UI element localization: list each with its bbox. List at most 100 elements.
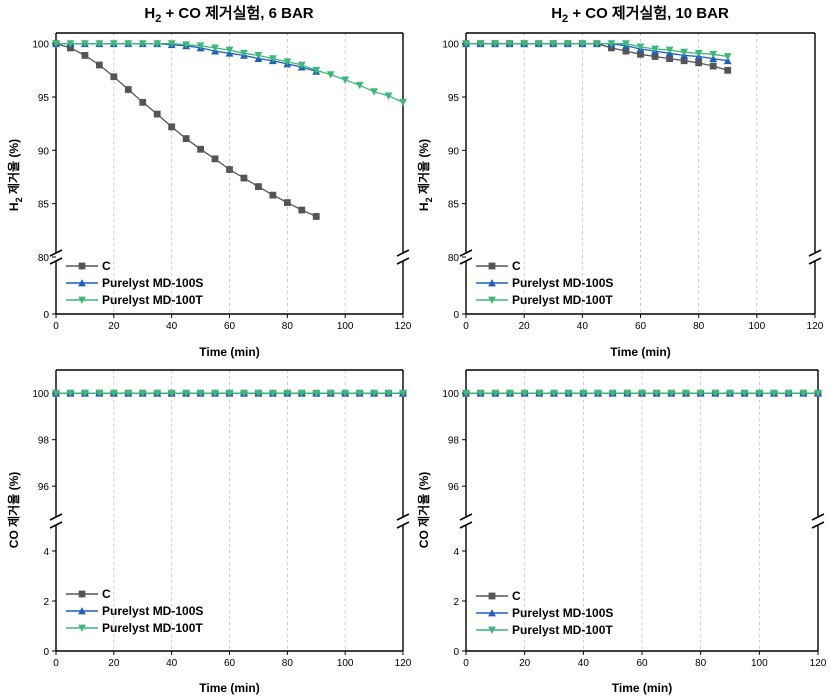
x-tick-label: 0 — [463, 658, 469, 669]
data-point — [666, 55, 673, 62]
data-point — [182, 135, 190, 142]
y-axis-label-main: CO 제거율 (%) — [416, 472, 431, 548]
legend-marker — [488, 609, 496, 617]
data-point — [283, 58, 292, 66]
axis-break-mark — [811, 513, 825, 521]
y-tick-label: 96 — [38, 482, 50, 493]
data-point — [814, 389, 822, 398]
data-point — [297, 389, 306, 398]
series-3 — [52, 389, 407, 398]
data-point — [255, 183, 262, 190]
y-axis-label: H2 제거율 (%) — [416, 139, 434, 211]
data-point — [534, 40, 543, 48]
data-point — [196, 42, 205, 50]
data-point — [723, 53, 732, 61]
y-tick-label: 0 — [43, 647, 49, 658]
data-point — [680, 57, 688, 65]
data-point — [462, 389, 470, 398]
data-point — [138, 40, 147, 48]
data-point — [182, 389, 191, 398]
data-point — [623, 389, 632, 398]
series-line — [55, 43, 317, 218]
chart-title-rest: + CO 제거실험, 6 BAR — [161, 5, 313, 22]
y-tick-label: 90 — [38, 146, 50, 157]
legend-marker — [488, 626, 496, 634]
y-axis-label-rest: 제거율 (%) — [416, 139, 431, 197]
data-point — [491, 389, 500, 398]
data-point — [608, 389, 617, 398]
x-tick-label: 120 — [395, 321, 412, 332]
data-point — [139, 98, 147, 106]
y-tick-label: 0 — [453, 310, 459, 321]
data-point — [637, 50, 644, 58]
x-tick-label: 80 — [282, 658, 294, 669]
data-point — [652, 389, 661, 398]
y-tick-label: 100 — [442, 389, 459, 400]
chart-panel-3: 0 20 40 60 80 100 120 96 98 100 0 2 4 Time (min) CO 제거… — [6, 369, 412, 695]
y-tick-label: 85 — [448, 200, 460, 211]
data-point — [799, 389, 808, 398]
data-point — [370, 88, 378, 96]
y-tick-label: 2 — [453, 597, 459, 608]
axis-break-mark — [49, 249, 63, 257]
data-point — [254, 52, 263, 60]
data-point — [240, 174, 248, 182]
axis-break-mark — [808, 257, 822, 265]
data-point — [355, 81, 364, 90]
data-point — [341, 389, 350, 398]
y-tick-label: 4 — [43, 547, 49, 558]
y-tick-label: 2 — [43, 597, 49, 608]
data-point — [726, 389, 734, 398]
data-point — [225, 389, 234, 398]
data-point — [384, 389, 393, 398]
legend-label: Purelyst MD-100S — [102, 276, 203, 290]
y-axis-label: CO 제거율 (%) — [6, 472, 21, 548]
data-point — [109, 40, 118, 48]
x-tick-label: 80 — [282, 321, 294, 332]
data-point — [153, 40, 162, 48]
legend-label: Purelyst MD-100T — [102, 293, 203, 307]
chart-title-subscript: 2 — [562, 13, 568, 25]
data-point — [651, 45, 659, 53]
axis-break-mark — [49, 521, 63, 529]
data-point — [476, 389, 485, 398]
data-point — [110, 73, 118, 81]
legend-marker — [488, 592, 496, 600]
data-point — [535, 389, 544, 398]
data-point — [667, 389, 676, 398]
x-axis-label: Time (min) — [199, 345, 259, 359]
x-axis-label: Time (min) — [612, 681, 672, 695]
data-point — [607, 40, 616, 48]
data-point — [696, 389, 705, 398]
data-point — [505, 40, 514, 48]
legend-label: Purelyst MD-100T — [512, 293, 613, 307]
data-point — [66, 389, 75, 398]
data-point — [384, 92, 393, 100]
y-tick-label: 90 — [448, 146, 460, 157]
data-point — [269, 191, 277, 199]
data-point — [709, 62, 717, 70]
data-point — [124, 40, 133, 48]
legend-marker — [78, 262, 86, 270]
legend-marker — [488, 262, 496, 270]
data-point — [81, 40, 89, 48]
x-axis-label: Time (min) — [199, 681, 259, 695]
series-line — [466, 43, 728, 71]
data-point — [95, 389, 104, 398]
y-axis-label-subscript: 2 — [14, 197, 24, 202]
y-tick-label: 80 — [38, 253, 50, 264]
data-point — [578, 40, 587, 48]
data-point — [665, 46, 674, 54]
x-tick-label: 100 — [337, 658, 354, 669]
y-tick-label: 0 — [453, 647, 459, 658]
x-tick-label: 20 — [108, 658, 120, 669]
x-tick-label: 60 — [224, 658, 236, 669]
x-tick-label: 40 — [577, 321, 589, 332]
chart-title-subscript: 2 — [155, 13, 161, 25]
chart-title-main: H — [551, 5, 562, 22]
legend-marker — [78, 296, 86, 304]
chart-title: H2 + CO 제거실험, 6 BAR — [144, 5, 313, 25]
axis-break-mark — [396, 257, 410, 265]
data-point — [168, 123, 176, 131]
